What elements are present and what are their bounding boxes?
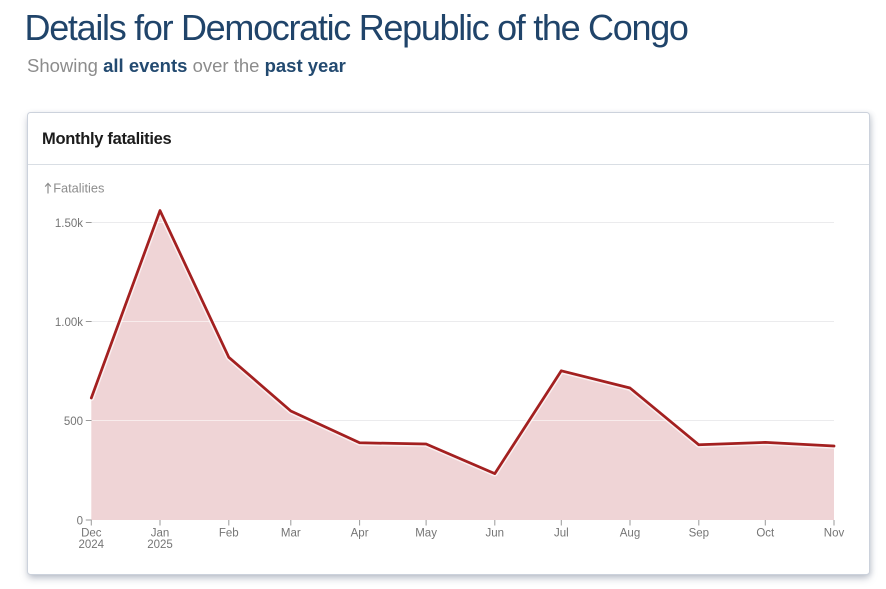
svg-text:Jul: Jul: [554, 528, 569, 540]
svg-text:Jan: Jan: [151, 528, 170, 540]
svg-text:2025: 2025: [147, 539, 173, 551]
svg-text:500: 500: [64, 416, 83, 428]
svg-text:Mar: Mar: [281, 528, 301, 540]
svg-text:Nov: Nov: [824, 528, 845, 540]
svg-text:May: May: [415, 528, 437, 540]
svg-text:1.00k: 1.00k: [55, 317, 83, 329]
svg-text:Feb: Feb: [219, 528, 239, 540]
svg-text:Fatalities: Fatalities: [53, 181, 104, 196]
svg-text:Oct: Oct: [756, 528, 775, 540]
svg-text:Jun: Jun: [486, 528, 505, 540]
svg-text:Dec: Dec: [81, 528, 102, 540]
svg-text:Aug: Aug: [620, 528, 640, 540]
svg-text:1.50k: 1.50k: [55, 218, 83, 230]
svg-text:Sep: Sep: [689, 528, 709, 540]
svg-text:2024: 2024: [79, 539, 105, 551]
svg-text:0: 0: [77, 515, 83, 527]
svg-text:Apr: Apr: [351, 528, 369, 540]
